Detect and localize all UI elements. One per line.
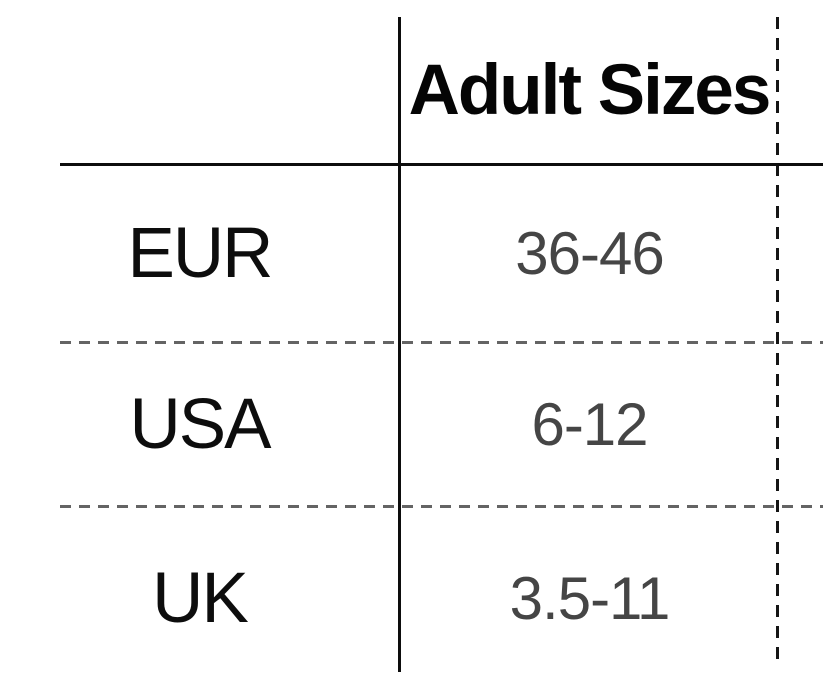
row-divider-dashed-2 — [60, 505, 823, 508]
region-label-eur: EUR — [127, 213, 274, 293]
region-label-uk: UK — [152, 559, 249, 638]
header-cell-adult-sizes: Adult Sizes — [400, 17, 778, 163]
table-row-eur-label-cell: EUR — [0, 165, 399, 341]
row-divider-dashed-1 — [60, 341, 823, 344]
table-row-eur-value-cell: 36-46 — [402, 165, 777, 341]
region-label-usa: USA — [129, 385, 272, 464]
header-underline — [60, 163, 823, 166]
size-range-usa: 6-12 — [531, 391, 648, 458]
table-row-usa-label-cell: USA — [0, 344, 399, 505]
table-row-usa-value-cell: 6-12 — [402, 344, 777, 505]
table-row-uk-label-cell: UK — [0, 508, 399, 689]
table-row-uk-value-cell: 3.5-11 — [402, 508, 777, 689]
column-divider-line — [398, 17, 401, 672]
size-range-uk: 3.5-11 — [509, 565, 671, 632]
header-title: Adult Sizes — [408, 50, 772, 130]
size-range-eur: 36-46 — [515, 219, 664, 287]
